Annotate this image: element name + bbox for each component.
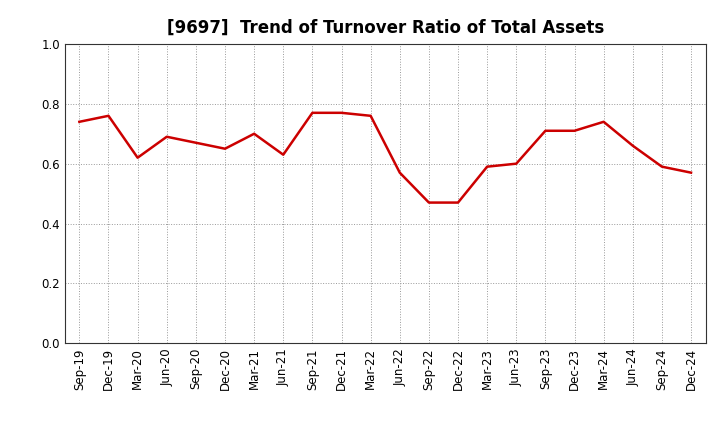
Title: [9697]  Trend of Turnover Ratio of Total Assets: [9697] Trend of Turnover Ratio of Total …	[166, 19, 604, 37]
